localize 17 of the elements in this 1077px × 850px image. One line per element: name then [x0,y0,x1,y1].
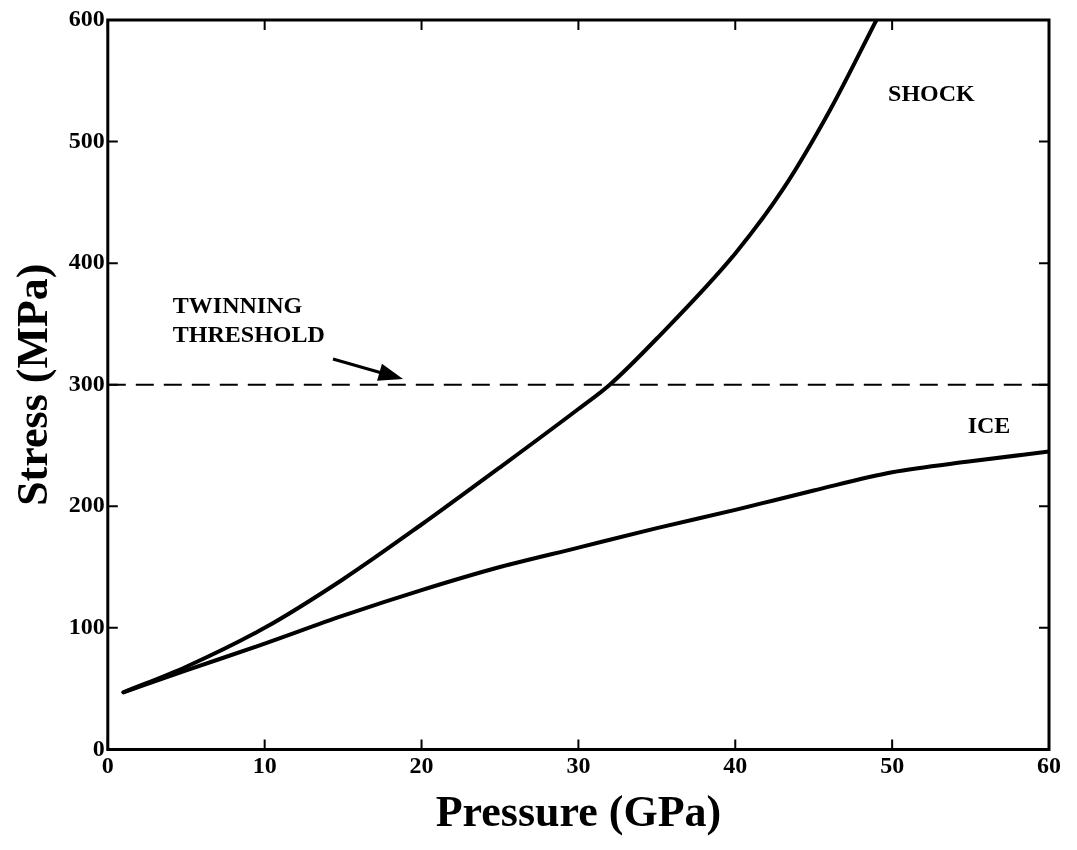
x-axis-title: Pressure (GPa) [435,786,722,836]
series-label: ICE [967,411,1011,438]
y-tick-label: 400 [68,248,105,275]
x-tick-label: 20 [409,752,434,778]
y-tick-label: 300 [68,369,105,396]
series-label: SHOCK [888,80,976,107]
x-tick-label: 50 [880,752,905,778]
x-tick-label: 10 [252,752,277,778]
y-tick-label: 100 [68,613,105,640]
x-tick-label: 30 [566,752,591,778]
x-tick-label: 60 [1037,752,1061,778]
y-axis-title: Stress (MPa) [7,263,57,506]
y-tick-label: 500 [68,126,105,153]
ref-line-label: TWINNING THRESHOLD [172,291,325,347]
x-tick-label: 40 [723,752,748,778]
y-tick-label: 600 [68,5,105,32]
y-tick-label: 200 [68,491,105,518]
